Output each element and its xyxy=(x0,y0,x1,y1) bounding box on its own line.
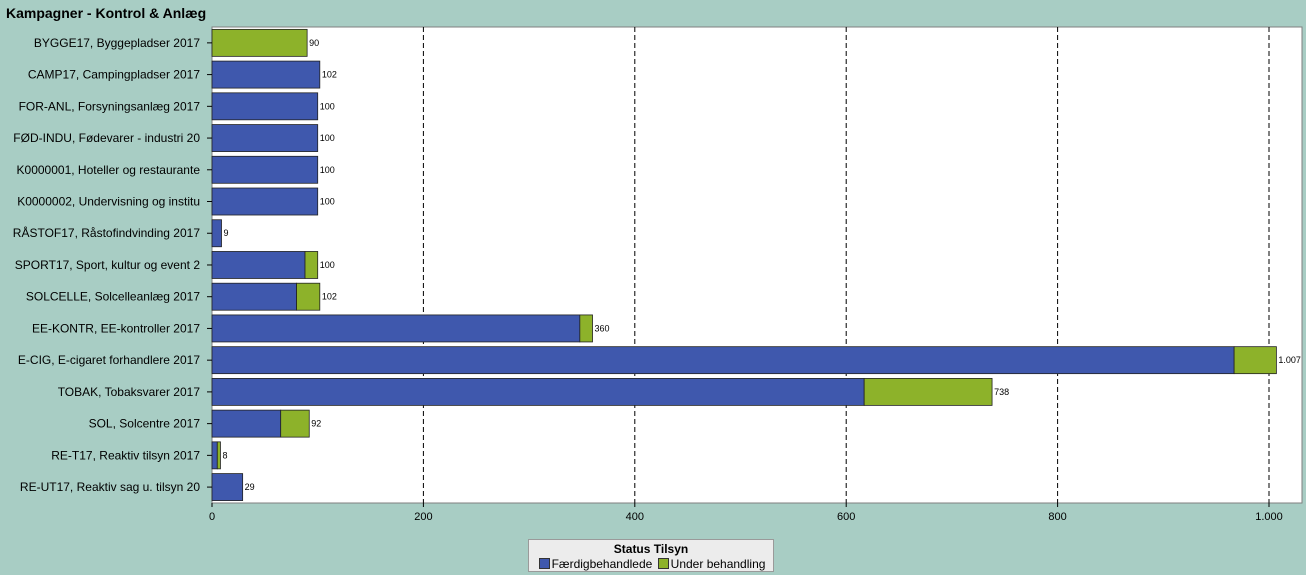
category-labels: BYGGE17, Byggepladser 2017 CAMP17, Campin… xyxy=(13,36,212,494)
bar-total-label: 1.007 xyxy=(1278,355,1301,365)
bar-completed xyxy=(211,251,306,279)
legend: Status Tilsyn Færdigbehandlede Under beh… xyxy=(528,539,774,572)
bar-total-label: 8 xyxy=(222,450,227,460)
category-label: K0000002, Undervisning og institu xyxy=(17,195,200,209)
bar-completed xyxy=(211,124,319,152)
category-label: E-CIG, E-cigaret forhandlere 2017 xyxy=(18,353,200,367)
legend-items: Færdigbehandlede Under behandling xyxy=(529,557,773,571)
legend-swatch-pending xyxy=(657,558,669,569)
category-label: TOBAK, Tobaksvarer 2017 xyxy=(58,385,201,399)
category-label: FOR-ANL, Forsyningsanlæg 2017 xyxy=(19,99,201,113)
category-label: K0000001, Hoteller og restaurante xyxy=(17,163,201,177)
plot-area xyxy=(211,26,1303,504)
category-label: SPORT17, Sport, kultur og event 2 xyxy=(15,258,201,272)
bar-total-label: 100 xyxy=(320,260,335,270)
legend-title: Status Tilsyn xyxy=(613,542,689,556)
bar-total-label: 100 xyxy=(320,101,335,111)
bar-pending xyxy=(304,251,319,279)
bar-total-label: 738 xyxy=(994,387,1009,397)
bar-pending xyxy=(579,314,593,343)
category-label: FØD-INDU, Fødevarer - industri 20 xyxy=(13,131,200,145)
bar-total-label: 100 xyxy=(320,197,335,207)
category-label: RÅSTOF17, Råstofindvinding 2017 xyxy=(13,225,201,240)
bar-completed xyxy=(211,314,581,343)
bar-total-label: 100 xyxy=(320,165,335,175)
bar-total-label: 90 xyxy=(309,38,319,48)
bar-completed xyxy=(211,377,865,406)
bar-completed xyxy=(211,473,244,501)
x-tick-label: 1.000 xyxy=(1255,511,1283,523)
bar-completed xyxy=(211,409,282,438)
legend-label-completed: Færdigbehandlede xyxy=(551,557,653,571)
bar-completed xyxy=(211,219,222,248)
bar-pending xyxy=(280,409,310,438)
bar-pending xyxy=(296,282,321,311)
chart-title: Kampagner - Kontrol & Anlæg xyxy=(6,5,207,21)
bar-total-label: 29 xyxy=(245,482,255,492)
x-tick-label: 200 xyxy=(414,511,432,523)
bar-completed xyxy=(211,60,321,89)
grid-lines xyxy=(422,27,1270,503)
category-label: CAMP17, Campingpladser 2017 xyxy=(28,68,200,82)
category-label: SOLCELLE, Solcelleanlæg 2017 xyxy=(26,290,200,304)
bar-total-label: 360 xyxy=(595,323,610,333)
category-label: RE-UT17, Reaktiv sag u. tilsyn 20 xyxy=(20,480,200,494)
bar-total-label: 100 xyxy=(320,133,335,143)
bar-pending xyxy=(216,441,221,470)
bar-completed xyxy=(211,282,297,311)
legend-label-pending: Under behandling xyxy=(670,557,766,571)
x-tick-label: 600 xyxy=(837,511,855,523)
bar-total-label: 9 xyxy=(224,228,229,238)
bar-completed xyxy=(211,187,319,216)
bar-pending xyxy=(863,377,993,406)
bar-pending xyxy=(1233,346,1277,375)
bars: 90 102 100 100 100 100 9 100 102 360 1.007 738 92 8 29 xyxy=(211,28,1301,501)
category-label: EE-KONTR, EE-kontroller 2017 xyxy=(32,321,200,335)
bar-pending xyxy=(211,28,308,57)
category-label: SOL, Solcentre 2017 xyxy=(89,417,201,431)
category-label: BYGGE17, Byggepladser 2017 xyxy=(34,36,200,50)
bar-completed xyxy=(211,346,1235,375)
x-tick-label: 400 xyxy=(626,511,644,523)
x-axis-ticks: 0 200 400 600 800 1.000 xyxy=(209,503,1283,523)
x-tick-label: 800 xyxy=(1048,511,1066,523)
bar-total-label: 102 xyxy=(322,292,337,302)
bar-completed xyxy=(211,92,319,121)
bar-completed xyxy=(211,441,218,470)
bar-completed xyxy=(211,155,319,184)
bar-total-label: 92 xyxy=(311,419,321,429)
category-label: RE-T17, Reaktiv tilsyn 2017 xyxy=(51,448,200,462)
bar-total-label: 102 xyxy=(322,70,337,80)
bar-chart: 90 102 100 100 100 100 9 100 102 360 1.007 738 92 8 29… xyxy=(13,26,1303,523)
x-tick-label: 0 xyxy=(209,511,215,523)
legend-swatch-completed xyxy=(538,558,550,569)
